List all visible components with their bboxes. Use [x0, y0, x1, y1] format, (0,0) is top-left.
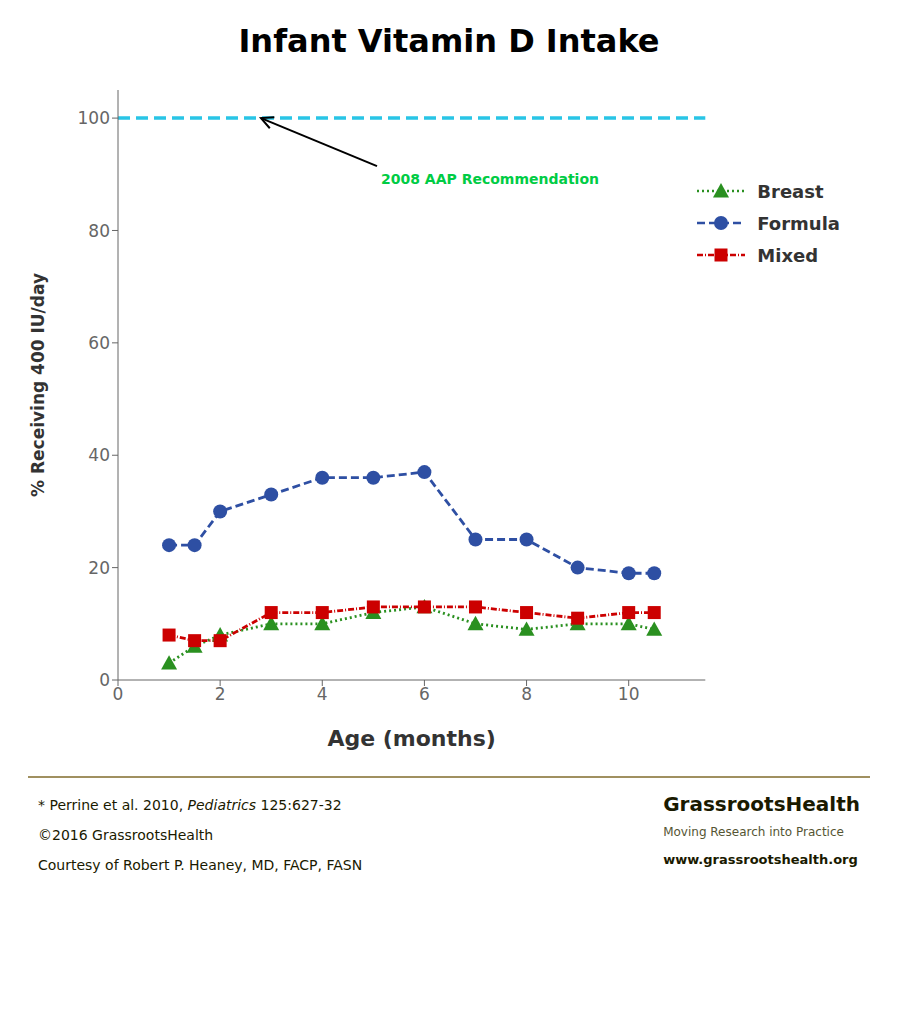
html-text:Courtesy of Robert P. Heaney,: Courtesy of Robert P. Heaney, MD, FACP, … [38, 857, 363, 873]
html-text:Infant Vitamin D Intake: Infant Vitamin D Intake [238, 22, 660, 60]
svg-text:0: 0 [113, 684, 124, 704]
html-text:©2016 GrassrootsHealth: ©2016 GrassrootsHealth [38, 827, 214, 843]
svg-text:60: 60 [88, 333, 110, 353]
svg-text:80: 80 [88, 221, 110, 241]
html-text:Mixed: Mixed [757, 244, 819, 266]
svg-text:4: 4 [317, 684, 328, 704]
svg-text:8: 8 [521, 684, 532, 704]
svg-text:20: 20 [88, 558, 110, 578]
svg-text:0: 0 [99, 670, 110, 690]
svg-text:% Receiving 400 IU/day: % Receiving 400 IU/day [28, 273, 48, 497]
svg-text:2008 AAP Recommendation: 2008 AAP Recommendation [381, 171, 599, 187]
svg-text:40: 40 [88, 445, 110, 465]
svg-text:Age (months): Age (months) [327, 726, 495, 751]
html-text:www.grassrootshealth.org: www.grassrootshealth.org [663, 852, 858, 867]
svg-text:2: 2 [215, 684, 226, 704]
html-text:Moving Research into Practice: Moving Research into Practice [663, 825, 844, 839]
html-text:Breast: Breast [757, 180, 824, 202]
svg-text:10: 10 [618, 684, 640, 704]
html-text:GrassrootsHealth: GrassrootsHealth [663, 792, 860, 816]
html-text:* Perrine et al. 2010, Pediatr: * Perrine et al. 2010, Pediatrics 125:62… [38, 797, 342, 813]
svg-text:100: 100 [78, 108, 110, 128]
svg-text:6: 6 [419, 684, 430, 704]
html-text:Formula: Formula [757, 212, 840, 234]
